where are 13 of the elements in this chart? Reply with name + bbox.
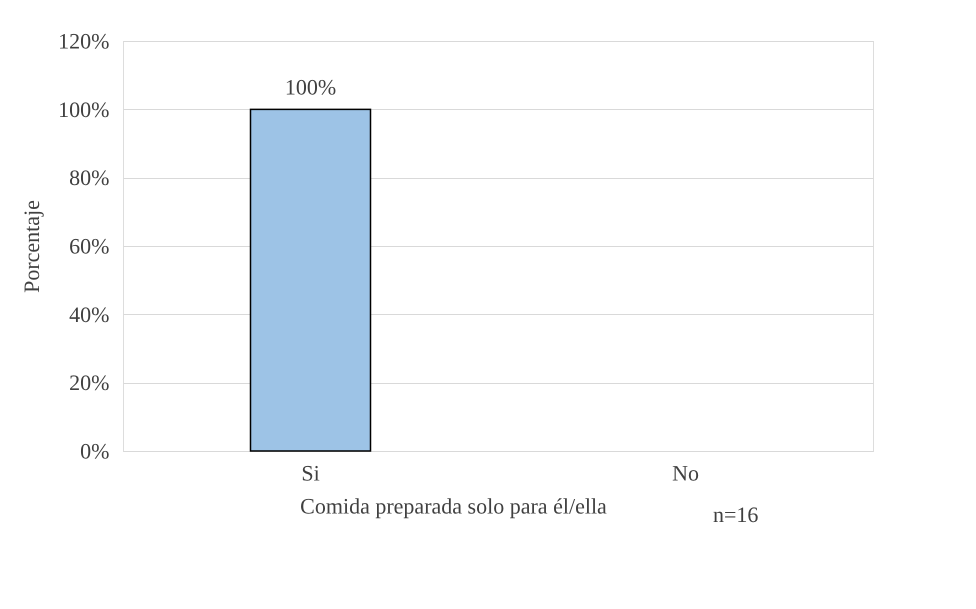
- y-tick-label: 60%: [69, 234, 110, 258]
- y-tick-label: 40%: [69, 302, 110, 327]
- x-tick-label: Si: [301, 460, 320, 486]
- y-tick-label: 0%: [80, 438, 110, 464]
- text: n=16: [713, 502, 758, 527]
- y-axis-title: Porcentaje: [19, 200, 44, 293]
- x-axis-title: Comida preparada solo para él/ella: [300, 494, 608, 518]
- data-label: 100%: [284, 74, 336, 100]
- y-tick-label: 100%: [58, 96, 110, 122]
- y-tick-label: 120%: [58, 28, 110, 54]
- y-tick-label: 20%: [69, 370, 110, 396]
- x-tick-label: No: [672, 460, 699, 486]
- y-tick-label: 80%: [69, 165, 110, 190]
